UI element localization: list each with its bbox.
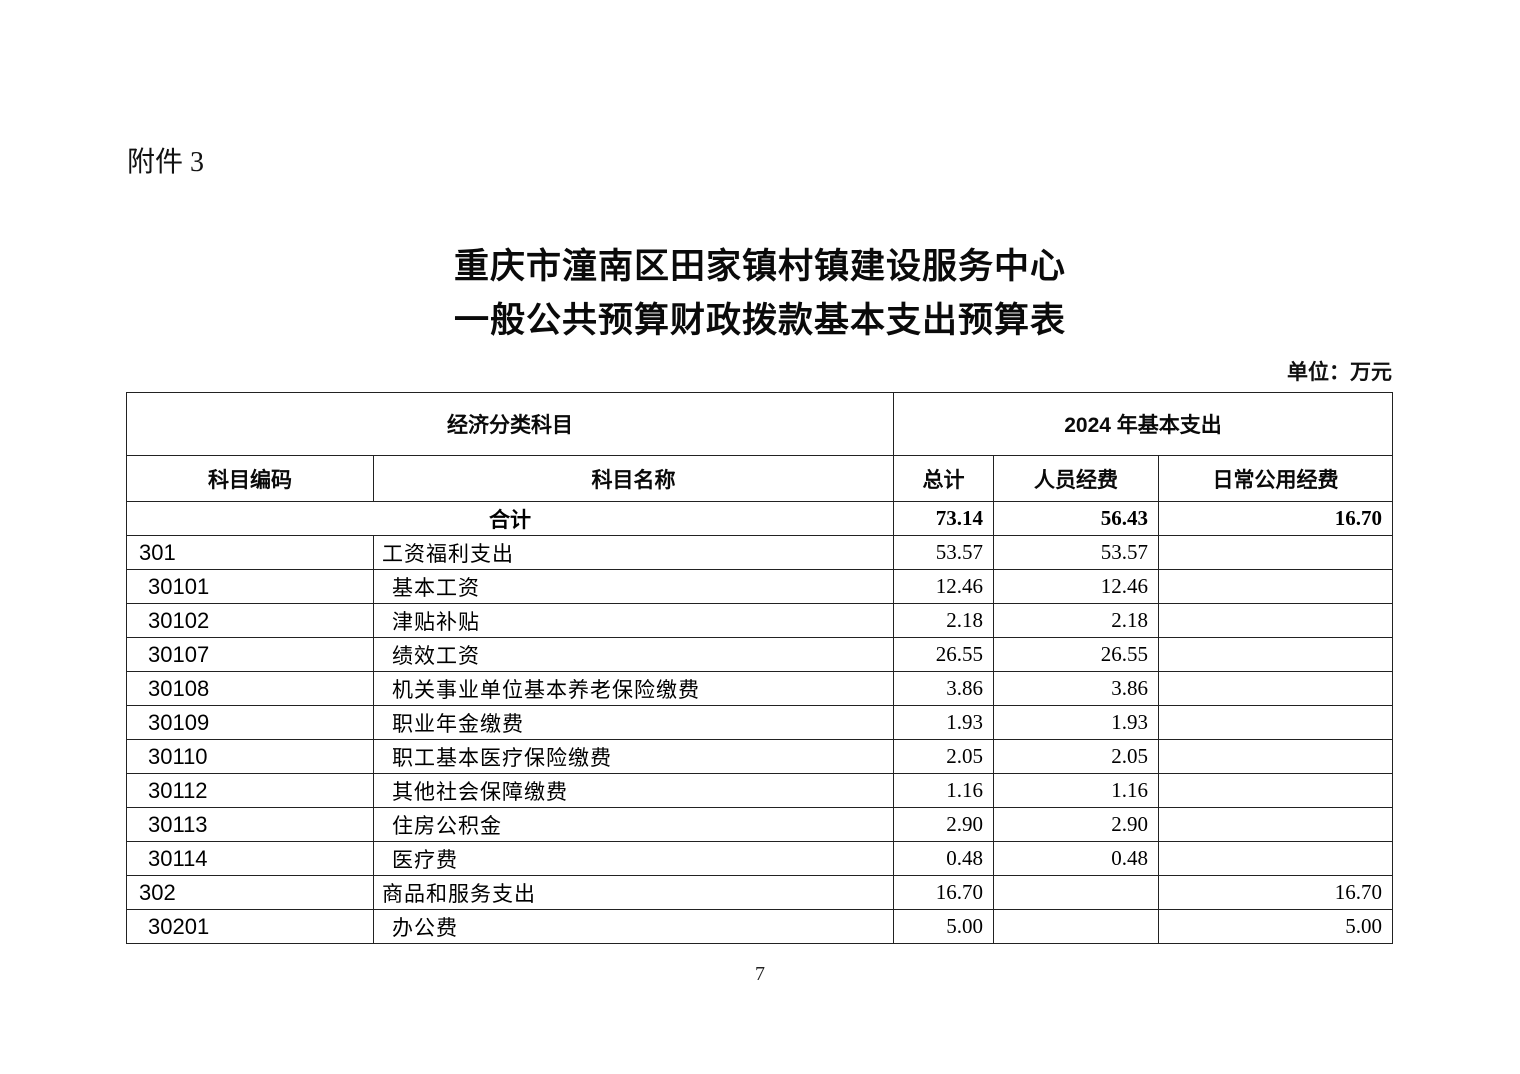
code-cell: 30113 (126, 807, 374, 842)
daily-cell (1157, 603, 1394, 638)
header-2024-basic-expenditure: 2024 年基本支出 (892, 392, 1394, 456)
table-row: 30102 津贴补贴 2.18 2.18 (126, 603, 1394, 638)
total-cell: 1.93 (893, 705, 994, 740)
code-cell: 30201 (126, 909, 374, 944)
attachment-label: 附件 3 (127, 147, 205, 178)
total-cell: 1.16 (893, 773, 994, 808)
total-cell: 2.18 (893, 603, 994, 638)
doc-title-line2: 一般公共预算财政拨款基本支出预算表 (453, 301, 1066, 340)
personnel-cell (993, 875, 1159, 910)
total-row-label: 合计 (126, 501, 894, 536)
total-cell: 26.55 (893, 637, 994, 672)
personnel-cell: 56.43 (993, 501, 1159, 536)
name-cell: 商品和服务支出 (373, 875, 894, 910)
code-cell: 301 (126, 535, 374, 570)
code-cell: 30101 (126, 569, 374, 604)
daily-cell (1157, 535, 1394, 570)
personnel-cell: 1.16 (993, 773, 1159, 808)
daily-cell (1157, 705, 1394, 740)
name-cell: 工资福利支出 (373, 535, 894, 570)
table-row: 30110 职工基本医疗保险缴费 2.05 2.05 (126, 739, 1394, 774)
table-row: 301 工资福利支出 53.57 53.57 (126, 535, 1394, 570)
col-header-total: 总计 (893, 455, 994, 502)
doc-title-line1: 重庆市潼南区田家镇村镇建设服务中心 (453, 247, 1066, 286)
daily-cell (1157, 841, 1394, 876)
code-cell: 30112 (126, 773, 374, 808)
personnel-cell: 2.05 (993, 739, 1159, 774)
name-cell: 住房公积金 (373, 807, 894, 842)
code-cell: 30109 (126, 705, 374, 740)
table-row: 30113 住房公积金 2.90 2.90 (126, 807, 1394, 842)
code-cell: 30102 (126, 603, 374, 638)
daily-cell: 16.70 (1157, 875, 1394, 910)
daily-cell (1157, 569, 1394, 604)
daily-cell (1157, 739, 1394, 774)
table-row: 30108 机关事业单位基本养老保险缴费 3.86 3.86 (126, 671, 1394, 706)
col-header-subject-code: 科目编码 (126, 455, 374, 502)
name-cell: 津贴补贴 (373, 603, 894, 638)
personnel-cell: 12.46 (993, 569, 1159, 604)
table-row: 302 商品和服务支出 16.70 16.70 (126, 875, 1394, 910)
name-cell: 绩效工资 (373, 637, 894, 672)
daily-cell (1157, 773, 1394, 808)
daily-cell: 16.70 (1157, 501, 1394, 536)
total-cell: 53.57 (893, 535, 994, 570)
table-row: 30201 办公费 5.00 5.00 (126, 909, 1394, 944)
code-cell: 30110 (126, 739, 374, 774)
personnel-cell: 1.93 (993, 705, 1159, 740)
table-row: 30109 职业年金缴费 1.93 1.93 (126, 705, 1394, 740)
name-cell: 职业年金缴费 (373, 705, 894, 740)
page-number: 7 (755, 963, 765, 985)
total-cell: 2.05 (893, 739, 994, 774)
table-row: 30112 其他社会保障缴费 1.16 1.16 (126, 773, 1394, 808)
daily-cell (1157, 671, 1394, 706)
total-cell: 5.00 (893, 909, 994, 944)
daily-cell: 5.00 (1157, 909, 1394, 944)
table-row: 30101 基本工资 12.46 12.46 (126, 569, 1394, 604)
total-cell: 2.90 (893, 807, 994, 842)
personnel-cell (993, 909, 1159, 944)
col-header-daily-public-funds: 日常公用经费 (1157, 455, 1394, 502)
table-group-header-row: 经济分类科目 2024 年基本支出 (126, 392, 1394, 456)
table-row: 30114 医疗费 0.48 0.48 (126, 841, 1394, 876)
personnel-cell: 53.57 (993, 535, 1159, 570)
name-cell: 基本工资 (373, 569, 894, 604)
table-column-header-row: 科目编码 科目名称 总计 人员经费 日常公用经费 (126, 455, 1394, 502)
personnel-cell: 2.90 (993, 807, 1159, 842)
unit-label: 单位：万元 (1287, 361, 1392, 384)
personnel-cell: 26.55 (993, 637, 1159, 672)
name-cell: 医疗费 (373, 841, 894, 876)
budget-table: 经济分类科目 2024 年基本支出 科目编码 科目名称 总计 人员经费 日常公用… (126, 392, 1394, 944)
total-cell: 3.86 (893, 671, 994, 706)
code-cell: 302 (126, 875, 374, 910)
personnel-cell: 0.48 (993, 841, 1159, 876)
code-cell: 30107 (126, 637, 374, 672)
total-cell: 16.70 (893, 875, 994, 910)
personnel-cell: 3.86 (993, 671, 1159, 706)
total-cell: 0.48 (893, 841, 994, 876)
daily-cell (1157, 807, 1394, 842)
table-row: 30107 绩效工资 26.55 26.55 (126, 637, 1394, 672)
code-cell: 30114 (126, 841, 374, 876)
total-row: 合计 73.14 56.43 16.70 (126, 501, 1394, 536)
col-header-subject-name: 科目名称 (373, 455, 894, 502)
header-economic-classification: 经济分类科目 (126, 392, 894, 456)
daily-cell (1157, 637, 1394, 672)
total-cell: 73.14 (893, 501, 994, 536)
name-cell: 其他社会保障缴费 (373, 773, 894, 808)
personnel-cell: 2.18 (993, 603, 1159, 638)
col-header-personnel-funds: 人员经费 (993, 455, 1159, 502)
name-cell: 办公费 (373, 909, 894, 944)
code-cell: 30108 (126, 671, 374, 706)
name-cell: 职工基本医疗保险缴费 (373, 739, 894, 774)
name-cell: 机关事业单位基本养老保险缴费 (373, 671, 894, 706)
total-cell: 12.46 (893, 569, 994, 604)
